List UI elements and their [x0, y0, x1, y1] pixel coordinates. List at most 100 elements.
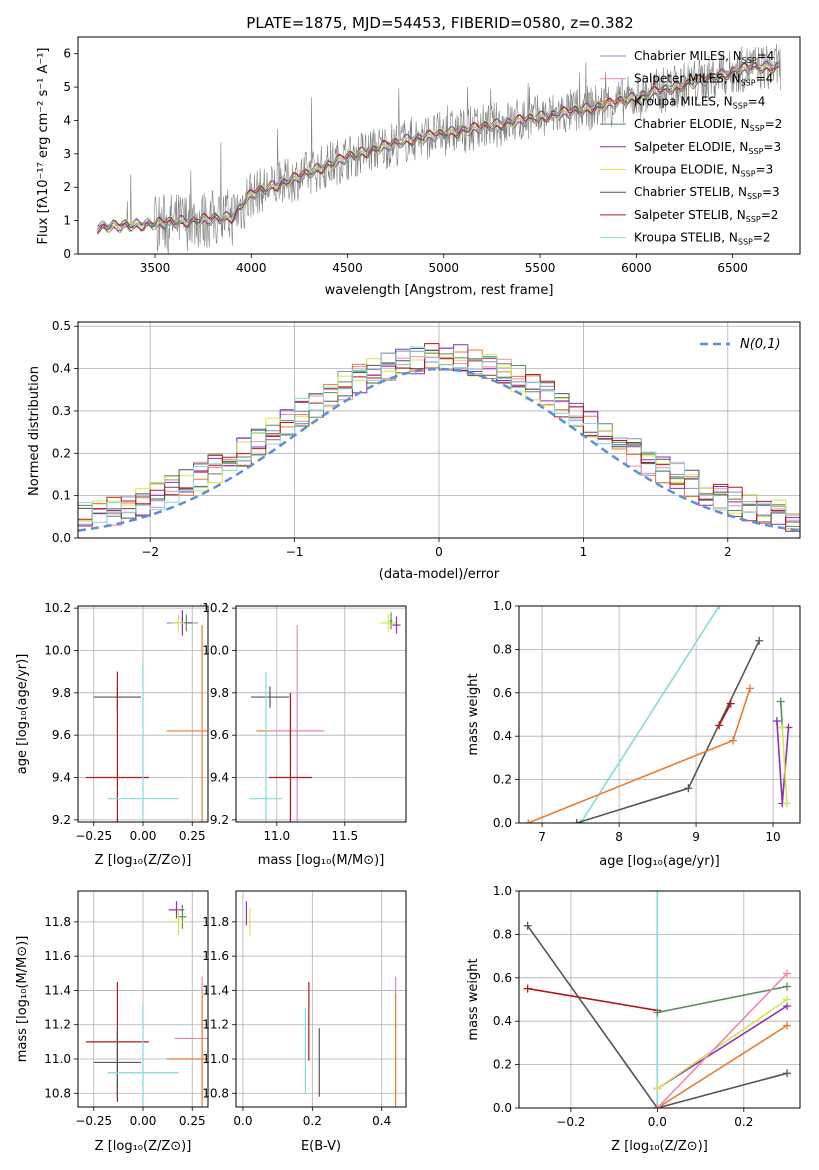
weight-marker: [576, 819, 585, 823]
y-tick-label: 0.8: [493, 642, 512, 656]
y-tick-label: 0.6: [493, 971, 512, 985]
x-axis-label: age [log₁₀(age/yr)]: [599, 854, 720, 869]
x-tick-label: 0.2: [734, 1115, 753, 1129]
panel-weight_vs_age: 7 8 9 10 0.0 0.2 0.4 0.6 0.8 1.0 mass weight age [l…: [466, 599, 801, 869]
plot-area: [85, 901, 208, 1107]
legend-label: Chabrier STELIB, NSSP=3: [634, 185, 780, 201]
legend-label: Kroupa STELIB, NSSP=2: [634, 231, 771, 247]
legend-label: N(0,1): [740, 337, 781, 352]
hist-kroupa-stelib: [78, 346, 800, 523]
x-tick-label: 5500: [525, 261, 556, 275]
weight-marker: [523, 984, 532, 993]
weight-line-salpeter-miles: [656, 972, 788, 1108]
y-tick-label: 0.6: [493, 686, 512, 700]
y-tick-label: 0.8: [493, 927, 512, 941]
x-tick-label: 0.0: [233, 1114, 252, 1128]
y-tick-label: 11.4: [44, 983, 71, 997]
x-axis-label: mass [log₁₀(M/M⊙)]: [258, 853, 385, 868]
y-tick-label: 0.4: [52, 362, 71, 376]
legend-label: Salpeter ELODIE, NSSP=3: [634, 140, 781, 156]
x-tick-label: 0.00: [130, 829, 157, 843]
weight-marker: [653, 1104, 662, 1108]
weight-line-kroupa-elodie: [781, 727, 788, 804]
x-tick-label: 4500: [332, 261, 363, 275]
spectrum-model-kroupa-stelib: [96, 60, 779, 232]
y-tick-label: 11.6: [202, 949, 229, 963]
weight-line-kroupa-elodie: [656, 998, 788, 1090]
y-tick-label: 11.0: [202, 1052, 229, 1066]
y-tick-label: 0.5: [52, 319, 71, 333]
x-axis-label: Z [log₁₀(Z/Z⊙)]: [95, 1139, 192, 1154]
x-tick-label: 0.0: [648, 1115, 667, 1129]
x-tick-label: −1: [286, 545, 304, 559]
hist-salpeter-stelib: [78, 343, 800, 532]
weight-marker: [715, 721, 724, 730]
axes: 3500 4000 4500 5000 5500 6000 6500 0 1 2 3 4 5 6 wavel…: [36, 36, 801, 298]
plot-area: [78, 343, 800, 532]
figure-title: PLATE=1875, MJD=54453, FIBERID=0580, z=0…: [246, 14, 633, 32]
axes-frame: [77, 36, 801, 255]
weight-marker: [729, 736, 738, 745]
axes: −0.25 0.00 0.25 9.2 9.4 9.6 9.8 10.0 10.2 Z [log₁…: [15, 601, 209, 868]
y-axis-label: age [log₁₀(age/yr)]: [15, 654, 30, 775]
weight-marker: [782, 799, 791, 808]
x-tick-label: 10: [765, 830, 780, 844]
panel-weight_vs_Z: −0.2 0.0 0.2 0.0 0.2 0.4 0.6 0.8 1.0 mass weight Z…: [466, 884, 801, 1154]
y-tick-label: 11.6: [44, 949, 71, 963]
weight-marker: [572, 819, 581, 823]
plot-area: [249, 612, 401, 822]
x-tick-label: 9: [692, 830, 700, 844]
x-tick-label: 7: [538, 830, 546, 844]
x-tick-label: 3500: [140, 261, 171, 275]
weight-marker: [715, 606, 724, 610]
y-tick-label: 9.8: [52, 686, 71, 700]
weight-marker: [783, 995, 792, 1004]
axes-frame: [518, 605, 801, 824]
x-tick-label: 0: [435, 545, 443, 559]
weight-line-chabrier-stelib: [526, 925, 788, 1108]
y-tick-label: 0.0: [52, 531, 71, 545]
y-tick-label: 11.8: [44, 915, 71, 929]
weight-marker: [524, 819, 533, 823]
y-tick-label: 9.6: [52, 728, 71, 742]
y-tick-label: 3: [63, 147, 71, 161]
weight-marker: [778, 723, 787, 732]
plot-area: [523, 891, 792, 1108]
y-tick-label: 10.2: [202, 601, 229, 615]
y-tick-label: 1: [63, 214, 71, 228]
y-tick-label: 0.2: [52, 446, 71, 460]
legend-label: Kroupa ELODIE, NSSP=3: [634, 163, 773, 179]
y-tick-label: 10.2: [44, 601, 71, 615]
y-tick-label: 11.2: [44, 1018, 71, 1032]
y-axis-label: Flux [fλ10⁻¹⁷ erg cm⁻² s⁻¹ A⁻¹]: [36, 48, 51, 245]
y-tick-label: 0.4: [493, 1014, 512, 1028]
weight-marker: [653, 1008, 662, 1017]
x-tick-label: 0.25: [179, 1114, 206, 1128]
y-tick-label: 2: [63, 180, 71, 194]
y-axis-label: mass weight: [466, 958, 481, 1040]
weight-marker: [783, 1069, 792, 1078]
axes-frame: [235, 605, 407, 823]
weight-marker: [755, 636, 764, 645]
x-tick-label: 0.2: [303, 1114, 322, 1128]
y-tick-label: 11.0: [44, 1052, 71, 1066]
y-tick-label: 11.4: [202, 983, 229, 997]
x-tick-label: −2: [141, 545, 159, 559]
weight-marker: [523, 921, 532, 930]
y-tick-label: 6: [63, 47, 71, 61]
axes: −2 −1 0 1 2 0.0 0.1 0.2 0.3 0.4 0.5 (data-model)/er…: [27, 319, 801, 582]
legend-label: Chabrier MILES, NSSP=4: [634, 49, 774, 65]
axes: −0.25 0.00 0.25 10.8 11.0 11.2 11.4 11.6 11.8 Z […: [15, 890, 209, 1154]
x-axis-label: E(B-V): [301, 1139, 341, 1154]
x-tick-label: 0.00: [130, 1114, 157, 1128]
x-tick-label: −0.25: [75, 1114, 112, 1128]
y-axis-label: mass [log₁₀(M/M⊙)]: [15, 936, 30, 1063]
x-tick-label: −0.25: [75, 829, 112, 843]
y-tick-label: 0.3: [52, 404, 71, 418]
weight-marker: [684, 784, 693, 793]
legend-label: Kroupa MILES, NSSP=4: [634, 94, 765, 110]
weight-marker: [653, 891, 662, 895]
y-axis-label: mass weight: [466, 673, 481, 755]
x-tick-label: 0.4: [372, 1114, 391, 1128]
